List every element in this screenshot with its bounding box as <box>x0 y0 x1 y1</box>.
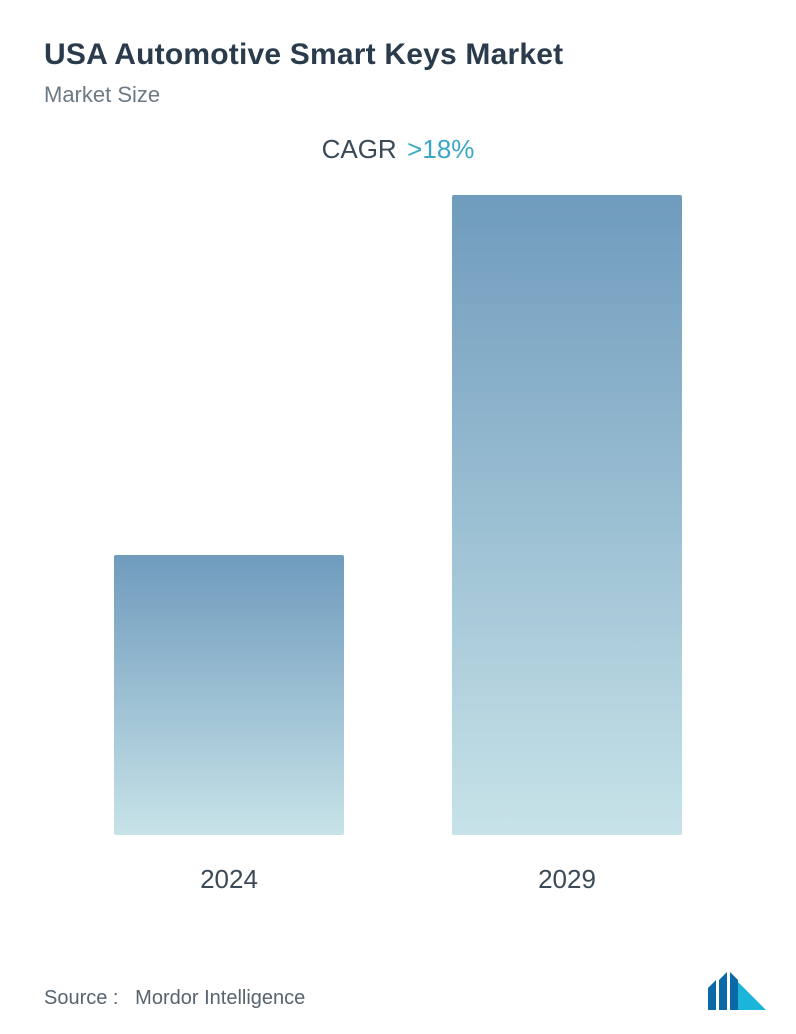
chart-container: USA Automotive Smart Keys Market Market … <box>0 0 796 1034</box>
cagr-row: CAGR >18% <box>44 134 752 165</box>
bar-column <box>415 195 719 835</box>
source-label: Source : <box>44 987 118 1009</box>
bar-2024 <box>114 555 344 835</box>
chart-subtitle: Market Size <box>44 82 752 108</box>
x-label: 2029 <box>415 864 719 895</box>
chart-area: 2024 2029 <box>44 195 752 895</box>
bar-2029 <box>452 195 682 835</box>
chart-title: USA Automotive Smart Keys Market <box>44 38 752 72</box>
x-axis-labels: 2024 2029 <box>44 864 752 895</box>
source-name: Mordor Intelligence <box>135 987 305 1009</box>
footer: Source : Mordor Intelligence <box>44 970 766 1010</box>
cagr-value: >18% <box>407 134 474 164</box>
bars-group <box>44 195 752 835</box>
brand-logo-icon <box>708 970 766 1010</box>
x-label: 2024 <box>77 864 381 895</box>
bar-column <box>77 195 381 835</box>
source-text: Source : Mordor Intelligence <box>44 987 305 1010</box>
cagr-label: CAGR <box>322 134 397 164</box>
